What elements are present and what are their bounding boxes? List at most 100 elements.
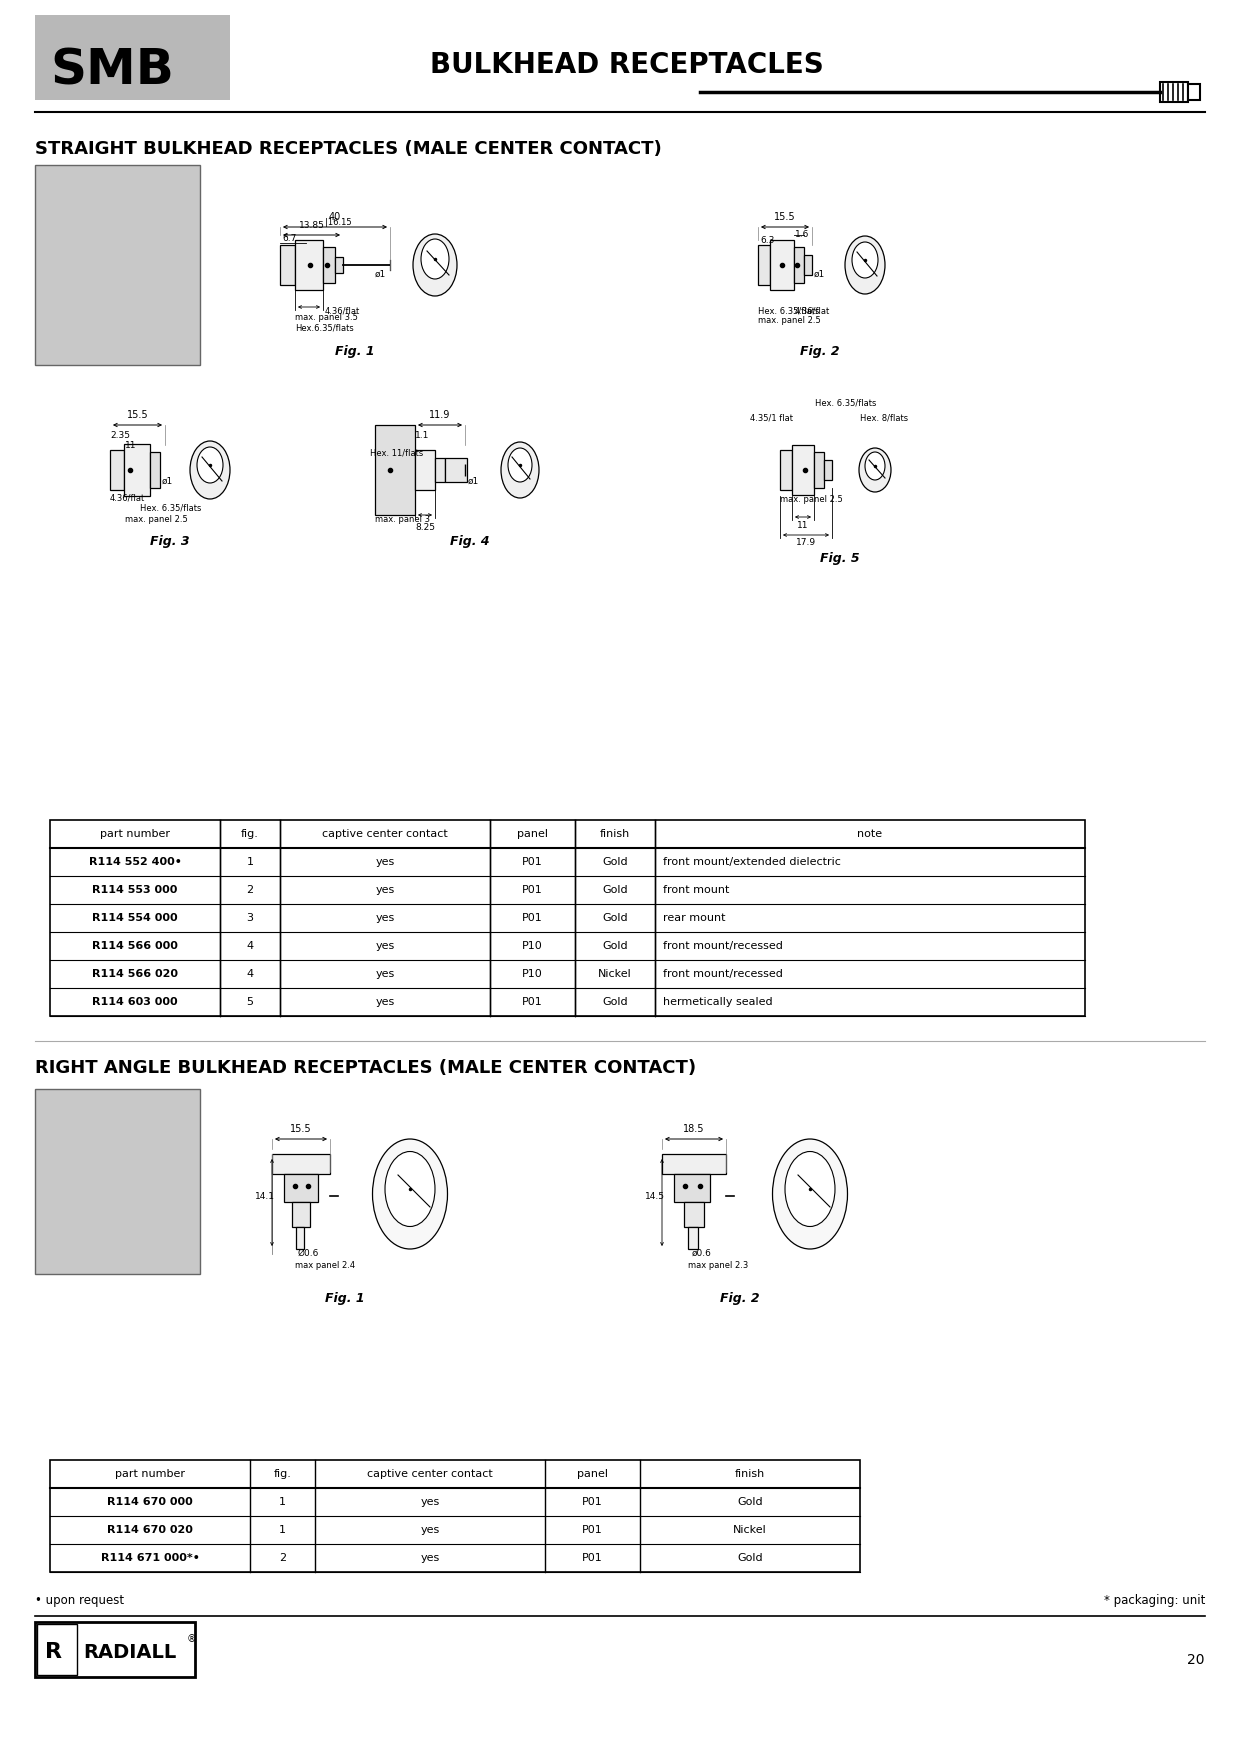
Text: 18.5: 18.5 xyxy=(683,1123,704,1134)
Text: finish: finish xyxy=(735,1469,765,1479)
Text: R114 603 000: R114 603 000 xyxy=(92,997,177,1007)
Ellipse shape xyxy=(785,1151,835,1227)
Text: panel: panel xyxy=(577,1469,608,1479)
Text: front mount: front mount xyxy=(663,885,729,895)
Text: Gold: Gold xyxy=(738,1497,763,1508)
Text: R114 566 020: R114 566 020 xyxy=(92,969,179,979)
Text: R114 552 400•: R114 552 400• xyxy=(88,856,181,867)
Ellipse shape xyxy=(852,242,878,277)
Text: Ø0.6: Ø0.6 xyxy=(298,1250,320,1258)
Text: 20: 20 xyxy=(1188,1653,1205,1667)
Text: 2: 2 xyxy=(279,1553,286,1564)
Text: Fig. 3: Fig. 3 xyxy=(150,535,190,548)
Text: captive center contact: captive center contact xyxy=(322,828,448,839)
Text: Gold: Gold xyxy=(603,941,627,951)
Text: Fig. 1: Fig. 1 xyxy=(325,1292,365,1306)
Ellipse shape xyxy=(859,448,892,491)
Text: 1: 1 xyxy=(279,1525,286,1536)
Text: 1.1: 1.1 xyxy=(415,432,429,441)
Bar xyxy=(825,460,832,481)
Bar xyxy=(150,453,160,488)
Text: • upon request: • upon request xyxy=(35,1594,124,1608)
Text: part number: part number xyxy=(100,828,170,839)
Ellipse shape xyxy=(508,448,532,483)
Text: P01: P01 xyxy=(582,1497,603,1508)
Ellipse shape xyxy=(866,453,885,481)
Ellipse shape xyxy=(190,441,229,498)
Text: 1: 1 xyxy=(247,856,253,867)
Text: RIGHT ANGLE BULKHEAD RECEPTACLES (MALE CENTER CONTACT): RIGHT ANGLE BULKHEAD RECEPTACLES (MALE C… xyxy=(35,1058,696,1078)
Text: max. panel 2.5: max. panel 2.5 xyxy=(780,495,843,504)
Text: 6.3: 6.3 xyxy=(760,235,774,246)
Bar xyxy=(684,1202,704,1227)
Text: Gold: Gold xyxy=(603,856,627,867)
Bar xyxy=(813,453,825,488)
Text: max panel 2.4: max panel 2.4 xyxy=(295,1262,355,1271)
Text: fig.: fig. xyxy=(241,828,259,839)
Text: 4.36/flat: 4.36/flat xyxy=(110,493,145,502)
Ellipse shape xyxy=(844,235,885,295)
Bar xyxy=(794,247,804,283)
Text: 4.36/flat: 4.36/flat xyxy=(795,305,831,314)
Text: ®: ® xyxy=(187,1634,197,1644)
Text: 6.7: 6.7 xyxy=(281,233,296,242)
Text: R114 670 020: R114 670 020 xyxy=(107,1525,193,1536)
Text: P01: P01 xyxy=(522,913,543,923)
Bar xyxy=(280,246,295,284)
Text: Fig. 2: Fig. 2 xyxy=(800,346,839,358)
Text: Fig. 5: Fig. 5 xyxy=(820,553,859,565)
Text: yes: yes xyxy=(376,913,394,923)
Bar xyxy=(415,449,435,490)
Bar xyxy=(1188,84,1200,100)
Text: yes: yes xyxy=(420,1497,440,1508)
Bar xyxy=(50,820,1085,1016)
Ellipse shape xyxy=(384,1151,435,1227)
Text: 2: 2 xyxy=(247,885,253,895)
Text: 8.25: 8.25 xyxy=(415,523,435,532)
Text: 11.9: 11.9 xyxy=(429,411,450,419)
Text: P10: P10 xyxy=(522,941,543,951)
Text: 14.5: 14.5 xyxy=(645,1192,665,1200)
Bar xyxy=(445,458,467,483)
Text: max. panel 3: max. panel 3 xyxy=(374,514,430,525)
Text: part number: part number xyxy=(115,1469,185,1479)
Text: panel: panel xyxy=(517,828,548,839)
Bar xyxy=(335,256,343,274)
Text: R114 553 000: R114 553 000 xyxy=(92,885,177,895)
Text: R114 554 000: R114 554 000 xyxy=(92,913,177,923)
Ellipse shape xyxy=(501,442,539,498)
Text: 2.35: 2.35 xyxy=(110,432,130,441)
Text: Fig. 2: Fig. 2 xyxy=(720,1292,760,1306)
Text: ø1: ø1 xyxy=(374,270,386,279)
Text: |16.15: |16.15 xyxy=(325,218,352,226)
Text: Gold: Gold xyxy=(603,997,627,1007)
Text: ø1: ø1 xyxy=(467,477,479,486)
Text: SMB: SMB xyxy=(50,46,174,95)
Text: 4.35/1 flat: 4.35/1 flat xyxy=(750,412,794,421)
Text: Nickel: Nickel xyxy=(733,1525,766,1536)
Ellipse shape xyxy=(422,239,449,279)
Text: Hex. 8/flats: Hex. 8/flats xyxy=(861,412,908,421)
Text: 11: 11 xyxy=(125,441,136,449)
Text: Gold: Gold xyxy=(603,885,627,895)
Bar xyxy=(37,1623,77,1674)
Bar xyxy=(35,165,200,365)
Text: note: note xyxy=(857,828,883,839)
Bar xyxy=(792,446,813,495)
Text: Gold: Gold xyxy=(738,1553,763,1564)
Text: fig.: fig. xyxy=(274,1469,291,1479)
Bar xyxy=(35,1622,195,1678)
Text: Hex. 6.35/flats: Hex. 6.35/flats xyxy=(815,398,877,407)
Text: Gold: Gold xyxy=(603,913,627,923)
Text: yes: yes xyxy=(376,997,394,1007)
Text: 11: 11 xyxy=(797,521,808,530)
Text: Hex. 11/flats: Hex. 11/flats xyxy=(370,448,423,456)
Bar xyxy=(435,458,445,483)
Text: yes: yes xyxy=(376,969,394,979)
Bar xyxy=(284,1174,317,1202)
Bar xyxy=(675,1174,711,1202)
Text: 1.6: 1.6 xyxy=(795,230,810,239)
Text: STRAIGHT BULKHEAD RECEPTACLES (MALE CENTER CONTACT): STRAIGHT BULKHEAD RECEPTACLES (MALE CENT… xyxy=(35,140,662,158)
Ellipse shape xyxy=(197,448,223,483)
Text: * packaging: unit: * packaging: unit xyxy=(1104,1594,1205,1608)
